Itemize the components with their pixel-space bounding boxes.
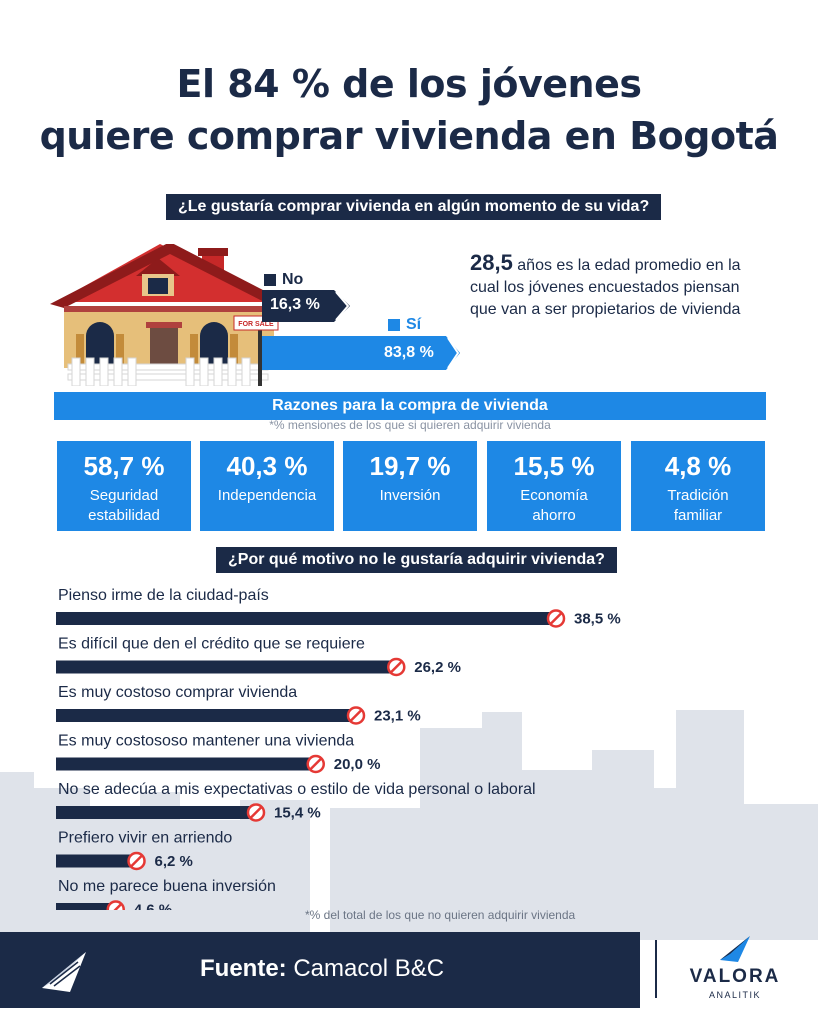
bar-category-label: Es muy costoso comprar vivienda <box>58 684 297 701</box>
bar-row: Es muy costososo mantener una vivienda 20… <box>56 733 380 774</box>
bar-category-label: No me parece buena inversión <box>58 878 276 895</box>
si-category: Sí <box>406 316 422 333</box>
si-value: 83,8 % <box>384 344 434 361</box>
no-reasons-note: *% del total de los que no quieren adqui… <box>305 908 576 922</box>
reason-card-5: 4,8 % Tradición familiar <box>631 441 765 531</box>
reasons-note: *% mensiones de los que si quieren adqui… <box>269 418 551 432</box>
title-line-2: quiere comprar vivienda en Bogotá <box>39 114 779 158</box>
paper-plane-logo-icon <box>42 952 86 992</box>
bar-row: Prefiero vivir en arriendo 6,2 % <box>56 830 232 871</box>
bar-value-label: 6,2 % <box>155 853 193 870</box>
bar-row: Es muy costoso comprar vivienda 23,1 % <box>56 684 421 725</box>
title-line-1: El 84 % de los jóvenes <box>176 62 642 106</box>
for-sale-sign: FOR SALE <box>238 321 274 328</box>
question-2-heading: ¿Por qué motivo no le gustaría adquirir … <box>216 547 617 573</box>
bar <box>56 612 556 625</box>
prohibited-icon <box>306 754 325 774</box>
no-value: 16,3 % <box>270 296 320 313</box>
reason-value: 4,8 % <box>664 451 732 481</box>
no-label: No <box>264 271 303 289</box>
footer-source: Fuente: Camacol B&C <box>200 955 444 983</box>
reason-label-line-2: familiar <box>673 507 723 524</box>
si-label: Sí <box>388 316 421 334</box>
reason-value: 40,3 % <box>226 451 308 481</box>
bar-row: No me parece buena inversión 4,6 % <box>56 878 276 910</box>
bar <box>56 660 397 674</box>
reason-label-line-2: ahorro <box>532 507 576 524</box>
bar <box>56 854 137 868</box>
page-title: El 84 % de los jóvenes quiere comprar vi… <box>0 58 818 162</box>
source-label: Fuente: <box>200 955 287 982</box>
bar-row: Pienso irme de la ciudad-país 38,5 % <box>56 587 621 628</box>
bar-value-label: 20,0 % <box>334 756 381 773</box>
si-arrow-bar <box>262 336 460 370</box>
bar-row: No se adecúa a mis expectativas o estilo… <box>56 781 536 822</box>
prohibited-icon <box>387 657 406 677</box>
no-arrow-bar <box>262 290 350 322</box>
reason-card-2: 40,3 % Independencia <box>200 441 334 531</box>
bar-row: Es difícil que den el crédito que se req… <box>56 636 461 677</box>
reason-label-line-1: Inversión <box>379 487 441 504</box>
footer-divider <box>655 940 657 998</box>
bar-category-label: Prefiero vivir en arriendo <box>58 830 232 847</box>
no-category: No <box>282 271 304 288</box>
reason-value: 15,5 % <box>513 451 595 481</box>
no-reasons-bar-chart: Pienso irme de la ciudad-país 38,5 % Es di… <box>56 587 621 910</box>
bar-category-label: Es muy costososo mantener una vivienda <box>58 733 354 750</box>
reason-card-1: 58,7 % Seguridad estabilidad <box>57 441 191 531</box>
reason-label-line-1: Economía <box>520 487 588 504</box>
valora-logo-mark-icon <box>720 936 750 962</box>
footer-band <box>0 932 640 1008</box>
bar <box>56 903 116 910</box>
brand-subtitle: ANALITIK <box>708 990 761 1000</box>
reason-card-4: 15,5 % Economía ahorro <box>487 441 621 531</box>
reason-label-line-1: Independencia <box>217 487 317 504</box>
reasons-header: Razones para la compra de vivienda <box>54 392 766 420</box>
prohibited-icon <box>246 803 266 822</box>
bar <box>56 709 356 722</box>
prohibited-icon <box>546 609 566 628</box>
prohibited-icon <box>346 706 366 725</box>
reason-label-line-1: Tradición <box>667 487 729 504</box>
reason-label-line-2: estabilidad <box>88 507 160 524</box>
bar-category-label: No se adecúa a mis expectativas o estilo… <box>58 781 536 798</box>
average-age-stat: 28,5 años es la edad promedio en la cual… <box>470 252 770 321</box>
question-1-heading: ¿Le gustaría comprar vivienda en algún m… <box>166 194 662 220</box>
reason-label-line-1: Seguridad <box>89 487 159 504</box>
prohibited-icon <box>106 900 125 910</box>
bar-category-label: Pienso irme de la ciudad-país <box>58 587 269 604</box>
average-age-text: años es la edad promedio en la cual los … <box>470 257 741 318</box>
si-legend-square <box>388 319 400 331</box>
bar <box>56 806 256 819</box>
source-name: Camacol B&C <box>293 955 445 982</box>
bar-value-label: 26,2 % <box>414 659 461 676</box>
bar <box>56 757 316 771</box>
prohibited-icon <box>127 851 146 871</box>
average-age-number: 28,5 <box>470 250 513 275</box>
house-illustration: FOR SALE <box>50 244 290 386</box>
brand-name: VALORA <box>689 966 781 987</box>
no-legend-square <box>264 274 276 286</box>
reason-card-3: 19,7 % Inversión <box>343 441 477 531</box>
bar-value-label: 38,5 % <box>574 611 621 628</box>
bar-category-label: Es difícil que den el crédito que se req… <box>58 636 365 653</box>
bar-value-label: 4,6 % <box>134 902 172 911</box>
bar-value-label: 23,1 % <box>374 708 421 725</box>
reason-value: 58,7 % <box>83 451 165 481</box>
reason-value: 19,7 % <box>369 451 451 481</box>
bar-value-label: 15,4 % <box>274 805 321 822</box>
